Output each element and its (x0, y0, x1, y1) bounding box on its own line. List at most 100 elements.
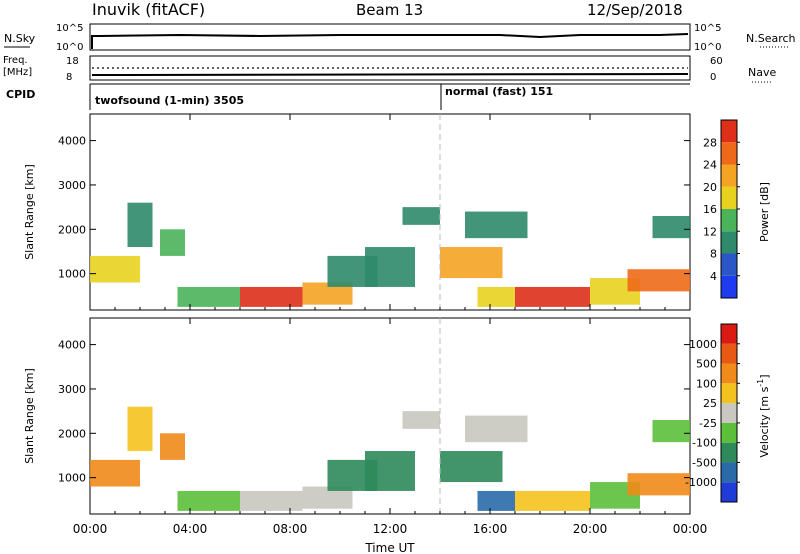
x-tick-label: 04:00 (173, 522, 208, 536)
colorbar-swatch (721, 231, 737, 254)
colorbar-swatch (721, 343, 737, 364)
data-block (652, 215, 690, 239)
nsky-tick-bottom: 10^0 (56, 42, 83, 53)
x-tick-label: 16:00 (473, 522, 508, 536)
colorbar-tick-label: -500 (692, 456, 717, 469)
colorbar-tick-label: 1000 (689, 338, 717, 351)
x-tick-label: 20:00 (573, 522, 608, 536)
y-tick-label: 1000 (58, 268, 86, 281)
power-data-layer (90, 114, 690, 310)
data-block (627, 269, 690, 292)
freq-panel (89, 55, 691, 81)
colorbar-tick-label: 500 (696, 358, 717, 371)
velocity-colorbar-label: Velocity [m s-1] (756, 374, 771, 457)
colorbar-swatch (721, 209, 737, 232)
data-block (177, 286, 240, 307)
colorbar-swatch (721, 186, 737, 209)
velocity-colorbar: 1000 500 100 25 -25 -100 -500 -1000 (685, 323, 740, 503)
data-block (160, 433, 185, 460)
x-axis-label: Time UT (364, 541, 415, 554)
nsearch-tick-top: 10^5 (694, 23, 721, 34)
x-tick-label: 08:00 (273, 522, 308, 536)
velocity-data-layer (90, 318, 690, 514)
colorbar-swatch (721, 462, 737, 483)
y-tick-label: 3000 (58, 179, 86, 192)
colorbar-tick-label: -1000 (685, 476, 717, 489)
colorbar-swatch (721, 403, 737, 423)
data-block (477, 286, 515, 307)
colorbar-tick-label: 16 (703, 203, 717, 216)
data-block (240, 490, 303, 511)
date-title: 12/Sep/2018 (587, 1, 683, 19)
data-block (302, 486, 353, 509)
y-tick-label: 4000 (58, 339, 86, 352)
cpid-segment-2: normal (fast) 151 (445, 85, 553, 98)
colorbar-swatch (721, 120, 737, 143)
y-tick-label: 2000 (58, 223, 86, 236)
power-colorbar-label: Power [dB] (758, 182, 771, 242)
y-tick-label: 2000 (58, 427, 86, 440)
nave-label: Nave (748, 66, 776, 79)
x-tick-label: 00:00 (673, 522, 708, 536)
nsky-panel (89, 23, 691, 51)
nave-tick-bottom: 0 (710, 72, 716, 83)
freq-tick-bottom: 8 (66, 72, 72, 83)
cpid-segment-1: twofsound (1-min) 3505 (95, 94, 244, 107)
power-y-label: Slant Range [km] (23, 164, 36, 260)
colorbar-tick-label: 100 (696, 377, 717, 390)
beam-title: Beam 13 (356, 1, 423, 19)
colorbar-tick-label: 12 (703, 225, 717, 238)
data-block (127, 406, 153, 452)
colorbar-tick-label: 24 (703, 159, 717, 172)
data-block (515, 286, 590, 307)
freq-trace (91, 73, 689, 76)
data-block (440, 451, 503, 483)
data-block (477, 490, 515, 511)
data-block (465, 211, 528, 239)
power-y-axis: 1000 2000 3000 4000 (58, 135, 690, 281)
velocity-y-axis: 1000 2000 3000 4000 (58, 339, 690, 485)
colorbar-swatch (721, 324, 737, 344)
nsky-tick-top: 10^5 (56, 23, 83, 34)
colorbar-swatch (721, 164, 737, 187)
data-block (160, 229, 185, 256)
data-block (402, 411, 440, 429)
x-axis: 00:00 04:00 08:00 12:00 16:00 20:00 00:00 (73, 114, 708, 536)
colorbar-frame (720, 323, 738, 503)
nsky-label: N.Sky (4, 32, 36, 45)
colorbar-tick-label: 8 (710, 248, 717, 261)
x-tick-label: 12:00 (373, 522, 408, 536)
freq-label: Freq. (3, 55, 28, 66)
power-colorbar: 4 8 12 16 20 24 28 (703, 119, 740, 299)
data-block (240, 286, 303, 307)
data-block (402, 207, 440, 225)
colorbar-tick-label: 25 (703, 397, 717, 410)
station-title: Inuvik (fitACF) (92, 0, 205, 19)
colorbar-swatch (721, 142, 737, 165)
colorbar-swatch (721, 442, 737, 463)
data-block (652, 419, 690, 443)
y-tick-label: 4000 (58, 135, 86, 148)
freq-tick-top: 18 (66, 56, 79, 67)
data-block (465, 415, 528, 443)
y-tick-label: 3000 (58, 383, 86, 396)
colorbar-tick-label: 28 (703, 136, 717, 149)
colorbar-swatch (721, 253, 737, 276)
power-panel: 1000 2000 3000 4000 Slant Range [km] 4 8 12 16… (23, 113, 771, 311)
data-block (365, 247, 415, 287)
data-block (177, 490, 240, 511)
colorbar-tick-label: 4 (710, 270, 717, 283)
data-block (627, 473, 690, 496)
colorbar-swatch (721, 363, 737, 384)
y-tick-label: 1000 (58, 472, 86, 485)
cpid-label: CPID (6, 88, 35, 101)
data-block (365, 451, 415, 491)
velocity-panel: 1000 2000 3000 4000 Slant Range [km] 1000 50… (23, 317, 771, 515)
nsky-trace (91, 33, 689, 49)
velocity-y-label: Slant Range [km] (23, 368, 36, 464)
data-block (440, 247, 503, 279)
colorbar-swatch (721, 422, 737, 443)
colorbar-tick-label: 20 (703, 181, 717, 194)
data-block (302, 282, 353, 305)
